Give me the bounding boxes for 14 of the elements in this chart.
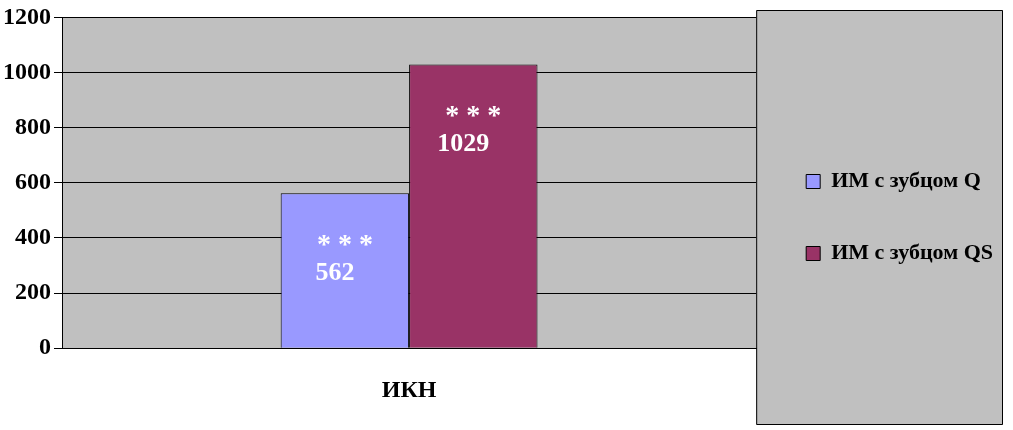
y-tick-label: 400 — [15, 223, 51, 250]
legend-label: ИМ с зубцом Q — [831, 167, 981, 193]
y-tick-label: 800 — [15, 112, 51, 139]
annotation: * * * — [445, 98, 502, 130]
y-tick-label: 1000 — [3, 57, 51, 84]
y-tick-label: 200 — [15, 278, 51, 305]
y-tick-label: 1200 — [3, 2, 51, 29]
legend-label: ИМ с зубцом QS — [831, 239, 994, 265]
y-tick-label: 0 — [39, 333, 51, 360]
data-label: 562 — [315, 256, 355, 286]
y-tick-label: 600 — [15, 168, 51, 194]
data-label: 1029 — [437, 128, 490, 158]
annotation: * * * — [316, 227, 373, 259]
x-tick-label: ИКН — [381, 375, 437, 402]
